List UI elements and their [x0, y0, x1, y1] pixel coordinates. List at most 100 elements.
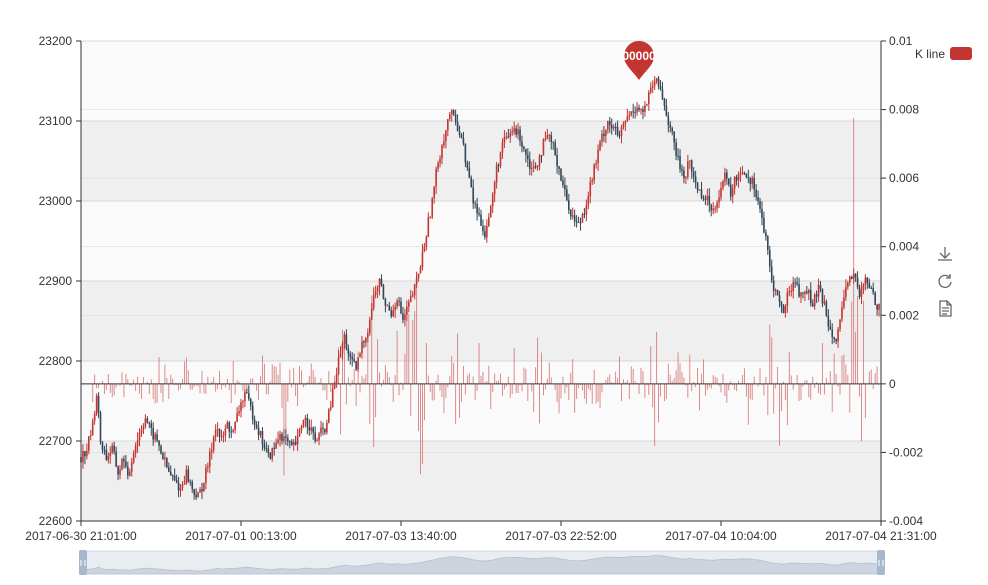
grid-band: [81, 121, 881, 201]
candle-body: [168, 467, 170, 472]
candle-body: [404, 314, 406, 320]
datazoom-handle-left[interactable]: [79, 550, 87, 575]
candle-body: [417, 273, 420, 278]
candle-body: [530, 168, 533, 170]
candle-body: [628, 115, 631, 117]
candle-body: [835, 338, 837, 342]
candle-body: [800, 292, 802, 297]
x-tick-label: 2017-07-03 22:52:00: [505, 529, 617, 543]
candle-body: [302, 420, 305, 427]
candle-body: [466, 162, 469, 168]
candle-body: [821, 288, 824, 304]
grid-band: [81, 281, 881, 361]
candle-body: [454, 114, 457, 123]
candle-body: [737, 174, 740, 181]
candle-body: [669, 124, 672, 128]
right-tick-label: -0.002: [889, 445, 923, 459]
candle-body: [856, 277, 859, 287]
candle-body: [794, 282, 796, 284]
candle-body: [361, 341, 363, 354]
candle-body: [402, 313, 404, 320]
candle-body: [394, 306, 396, 311]
candle-body: [169, 471, 172, 476]
candle-body: [476, 204, 478, 214]
datazoom-handle-right[interactable]: [877, 550, 885, 575]
candle-body: [384, 299, 387, 306]
candle-body: [591, 180, 594, 182]
candle-body: [644, 105, 646, 112]
candle-body: [251, 405, 254, 420]
candle-body: [212, 436, 215, 451]
candle-body: [343, 334, 346, 344]
candle-body: [193, 488, 195, 495]
candle-body: [447, 119, 449, 131]
candle-body: [659, 86, 662, 90]
document-icon[interactable]: [939, 300, 952, 317]
candle-body: [743, 172, 746, 174]
candle-body: [728, 178, 730, 185]
candle-body: [464, 143, 467, 163]
candle-body: [774, 290, 777, 292]
candle-body: [345, 334, 348, 349]
candle-body: [548, 135, 551, 137]
candle-body: [484, 231, 486, 238]
candle-body: [489, 206, 492, 218]
candle-body: [825, 301, 828, 316]
candle-body: [761, 208, 763, 219]
candle-body: [443, 141, 445, 146]
left-tick-label: 22700: [39, 434, 73, 448]
candle-body: [191, 482, 194, 489]
candle-body: [400, 301, 402, 314]
candle-body: [152, 427, 154, 440]
candle-body: [837, 329, 839, 342]
candle-body: [419, 267, 422, 274]
candle-body: [292, 442, 295, 446]
candle-body: [665, 105, 668, 116]
candle-body: [688, 160, 691, 162]
candle-body: [84, 451, 86, 457]
candle-body: [544, 138, 547, 140]
candle-body: [329, 407, 332, 410]
candle-body: [265, 448, 268, 450]
candle-body: [601, 133, 603, 142]
candle-body: [396, 300, 398, 307]
candle-body: [509, 132, 512, 137]
max-markpoint[interactable]: 00000: [622, 41, 656, 80]
legend[interactable]: K line: [915, 47, 972, 61]
candle-body: [431, 198, 434, 218]
candle-body: [230, 431, 233, 433]
refresh-icon[interactable]: [938, 274, 952, 288]
candle-body: [690, 160, 693, 172]
candle-body: [620, 127, 623, 136]
candle-body: [513, 128, 515, 132]
candle-body: [532, 166, 535, 169]
candle-body: [162, 453, 164, 459]
markpoint-label: 00000: [622, 49, 656, 63]
candle-body: [290, 441, 293, 446]
candle-body: [757, 196, 759, 202]
candle-body: [136, 440, 139, 446]
candle-body: [792, 282, 794, 292]
candle-body: [759, 201, 761, 209]
candle-body: [341, 343, 344, 354]
candle-body: [519, 129, 521, 142]
candle-body: [554, 142, 556, 156]
candle-body: [257, 427, 260, 436]
candle-body: [298, 429, 301, 437]
download-icon[interactable]: [938, 247, 952, 261]
candle-body: [784, 305, 787, 314]
right-tick-label: 0.004: [889, 240, 919, 254]
candle-body: [117, 466, 119, 475]
right-tick-label: 0.008: [889, 103, 919, 117]
candle-body: [827, 315, 830, 327]
candle-body: [132, 453, 135, 463]
candle-body: [199, 489, 201, 493]
datazoom-selection: [83, 551, 881, 574]
candle-body: [224, 428, 227, 436]
candle-body: [310, 427, 313, 431]
candle-body: [868, 282, 871, 288]
candle-body: [236, 413, 238, 422]
candle-body: [614, 126, 617, 128]
datazoom-slider[interactable]: [79, 550, 885, 575]
candle-body: [368, 319, 371, 334]
